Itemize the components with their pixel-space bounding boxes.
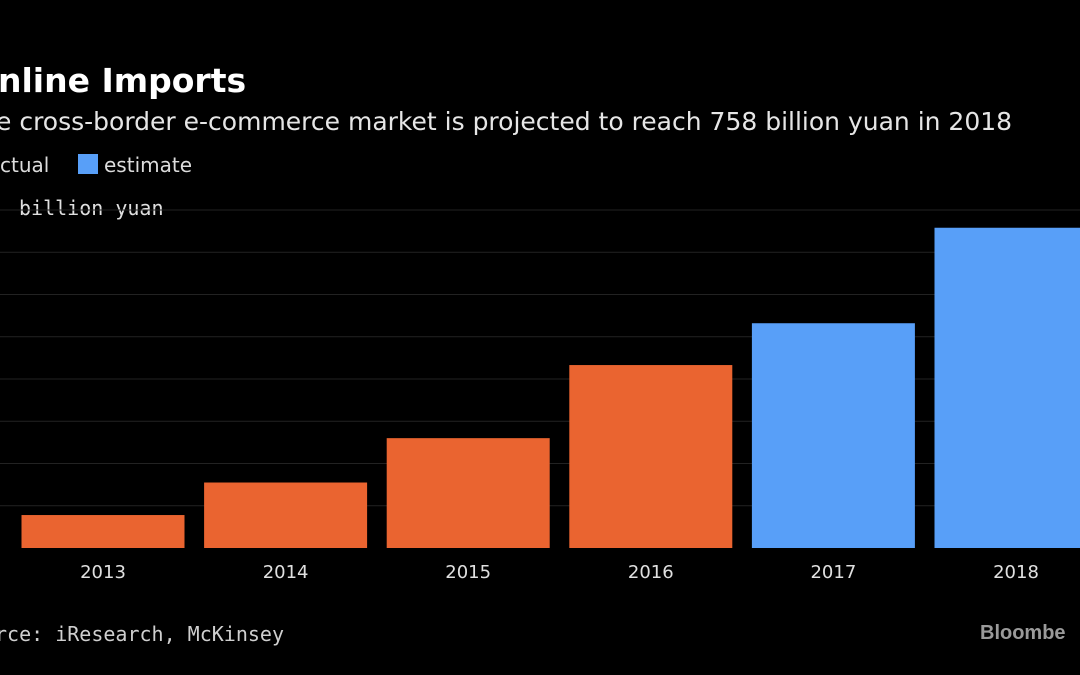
bar-2013 <box>21 515 185 548</box>
x-tick-2015: 2015 <box>445 562 491 583</box>
bar-2016 <box>569 365 733 548</box>
x-tick-2013: 2013 <box>80 562 126 583</box>
y-unit-label: billion yuan <box>19 196 164 220</box>
legend-estimate-swatch <box>78 154 98 174</box>
bar-2017 <box>751 323 915 548</box>
gridlines <box>0 209 1080 507</box>
x-tick-2018: 2018 <box>993 562 1039 583</box>
legend: ctual estimate <box>0 153 192 177</box>
bar-2015 <box>386 438 550 548</box>
x-tick-2014: 2014 <box>263 562 309 583</box>
chart-title: nline Imports <box>0 61 246 100</box>
x-tick-2016: 2016 <box>628 562 674 583</box>
bars <box>21 227 1080 548</box>
x-tick-2017: 2017 <box>810 562 856 583</box>
x-tick-labels: 2013 2014 2015 2016 2017 2018 <box>80 562 1039 583</box>
brand-logo: Bloombe <box>980 622 1066 644</box>
legend-actual-label: ctual <box>0 153 49 177</box>
legend-estimate-label: estimate <box>104 153 192 177</box>
bar-2018 <box>934 227 1080 548</box>
bar-2014 <box>204 482 368 548</box>
source-note: rce: iResearch, McKinsey <box>0 622 284 646</box>
chart-subtitle: e cross-border e-commerce market is proj… <box>0 107 1012 136</box>
